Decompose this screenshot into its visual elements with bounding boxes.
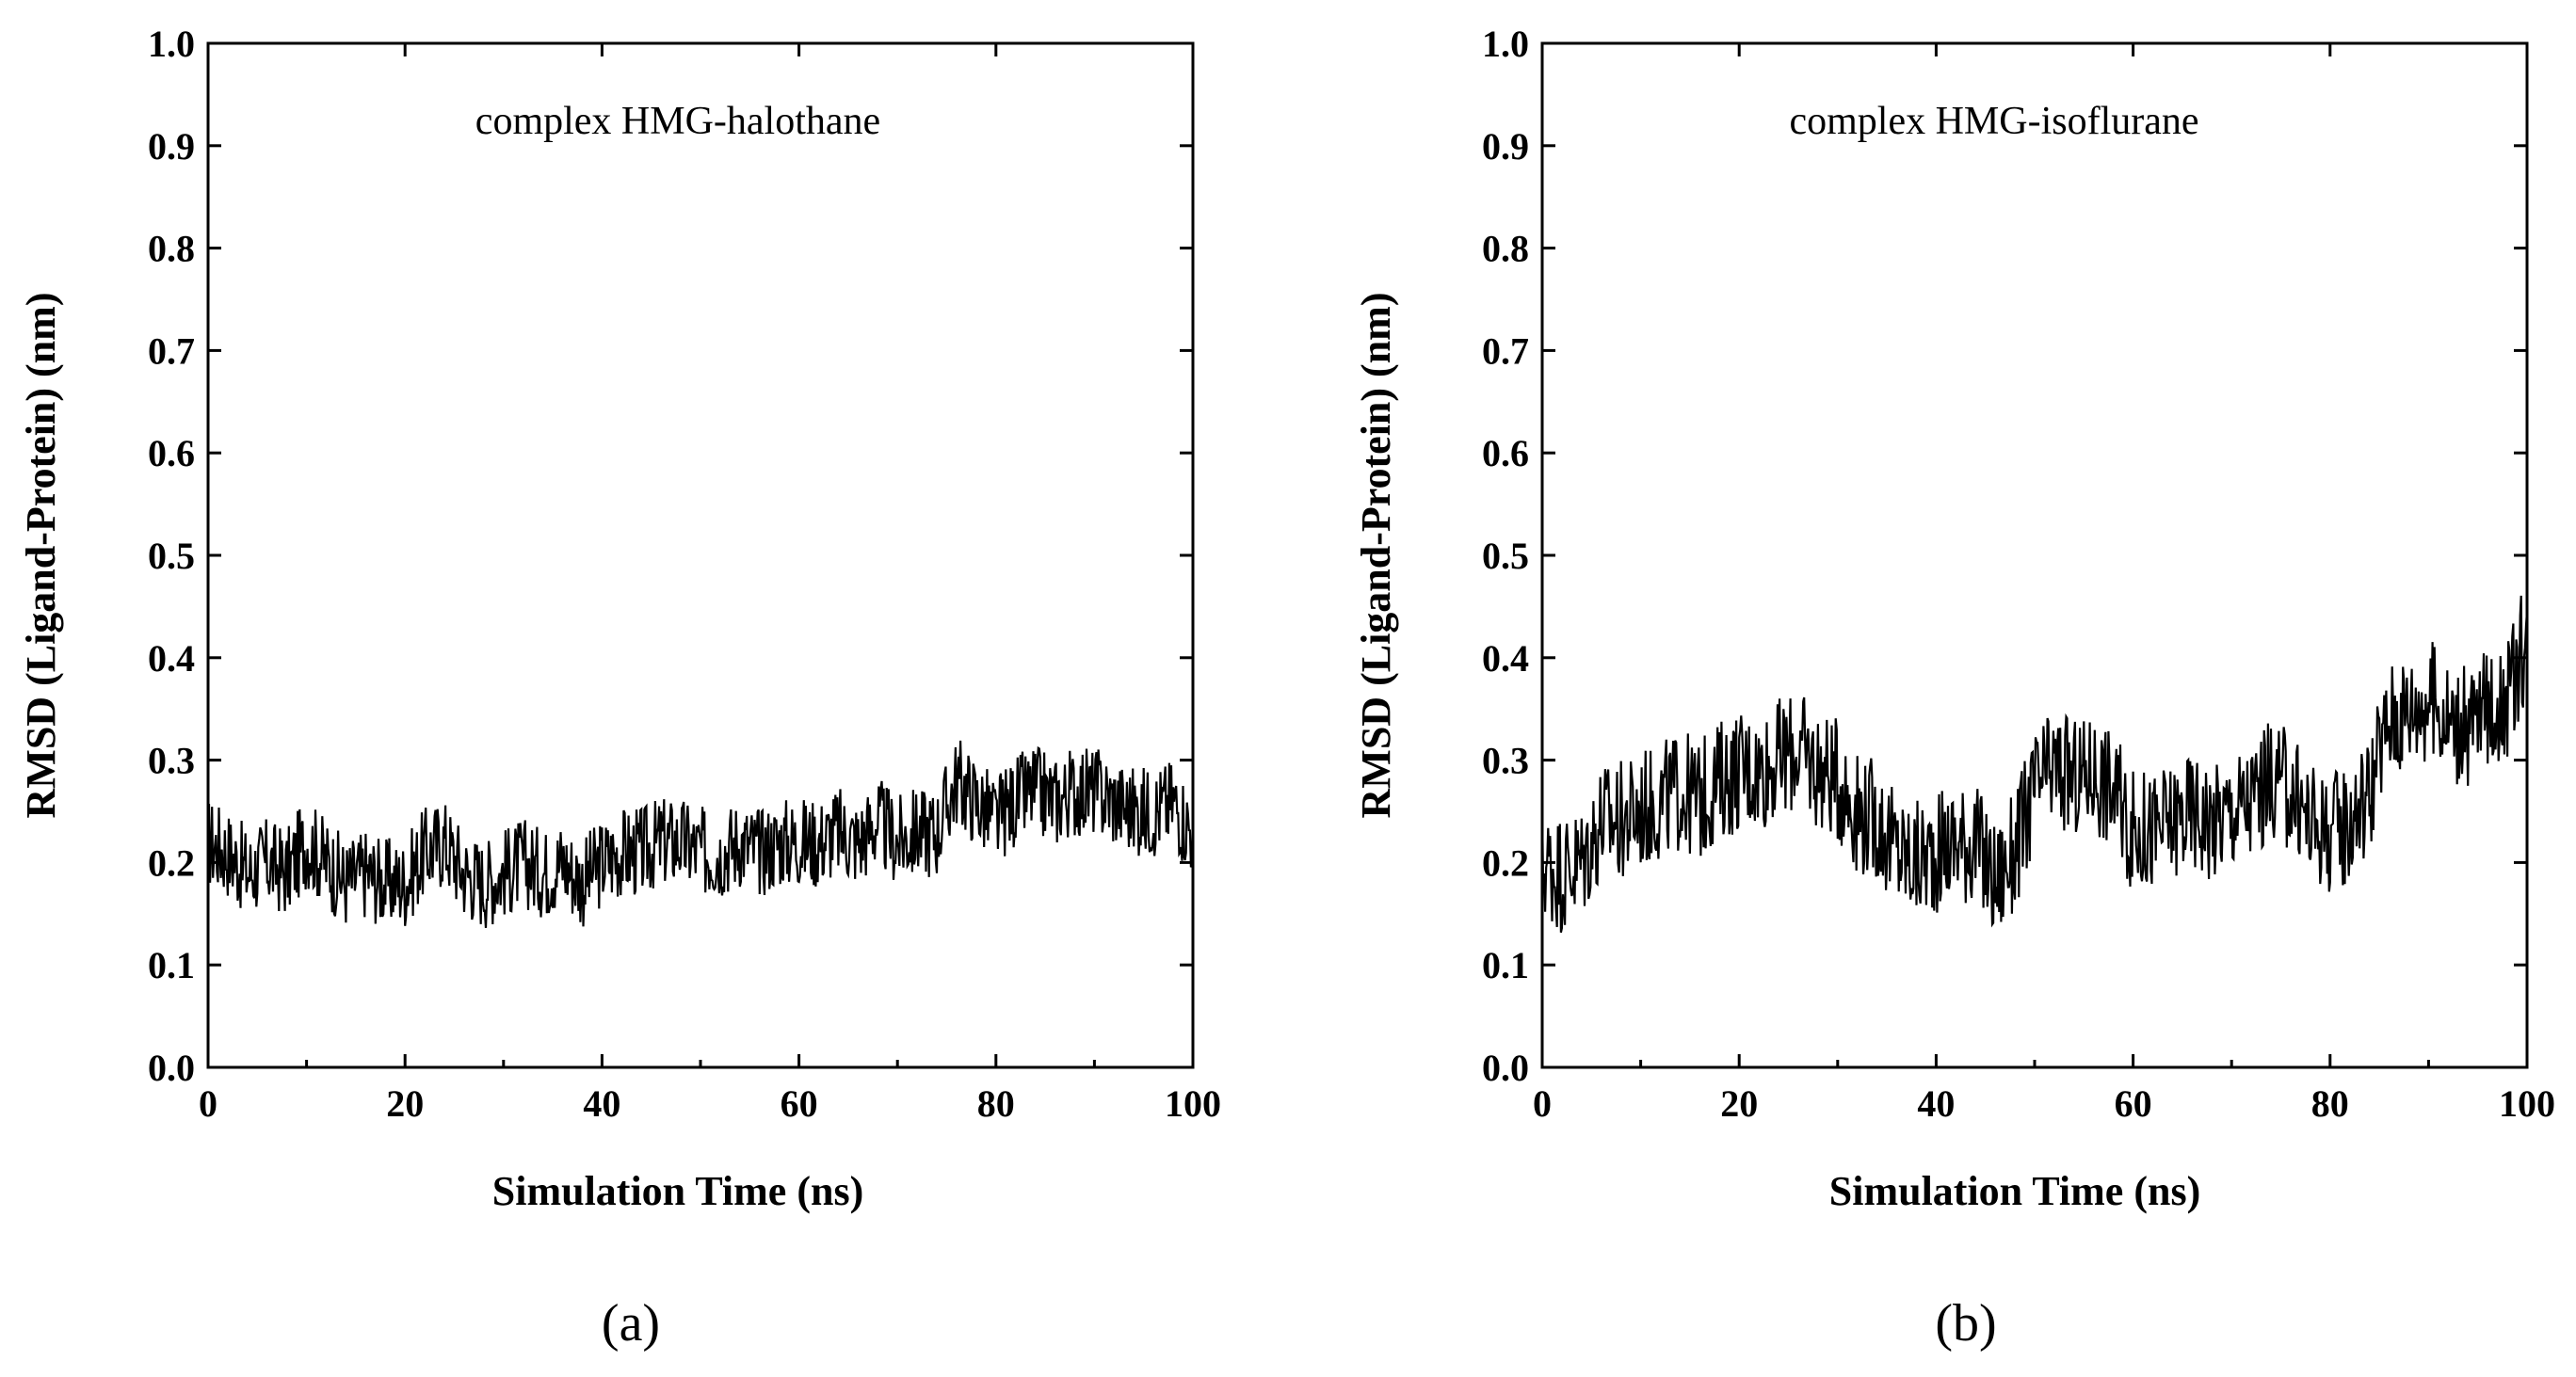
panel-b-y-tick-label: 0.1 [1482,944,1529,986]
panel-b-label: (b) [1935,1294,1996,1353]
panel-b-y-tick-label: 0.3 [1482,740,1529,782]
panel-b-x-tick-label: 20 [1720,1082,1758,1125]
panel-a-x-tick-label: 20 [386,1082,424,1125]
panel-a-x-tick-label: 0 [199,1082,217,1125]
panel-b-x-tick-label: 0 [1533,1082,1552,1125]
panel-b-y-axis-label: RMSD (Ligand-Protein) (nm) [1353,293,1399,819]
panel-b-ticks: 0.0 0.1 0.2 0.3 0.4 0.5 0.6 0.7 0.8 0.9 1.0 0 20 40 60… [1482,23,2555,1125]
panel-a-ticks: 0.0 0.1 0.2 0.3 0.4 0.5 0.6 0.7 0.8 0.9 1.0 0 20 40 60… [148,23,1221,1125]
panel-a-title: complex HMG-halothane [475,100,880,143]
panel-a-y-tick-label: 0.6 [148,432,195,474]
panel-b-y-tick-label: 0.4 [1482,637,1529,680]
panel-b-y-tick-label: 0.6 [1482,432,1529,474]
panel-a-y-tick-label: 0.3 [148,740,195,782]
panel-b-rmsd-line [1540,595,2529,934]
panel-a-y-tick-label: 0.9 [148,125,195,168]
panel-b-y-tick-label: 1.0 [1482,23,1529,65]
panel-b-x-tick-label: 80 [2311,1082,2349,1125]
panel-a-y-axis-label: RMSD (Ligand-Protein) (nm) [18,293,64,819]
panel-a-halothane: complex HMG-halothane RMSD (Ligand-Prote… [18,23,1221,1353]
panel-a-label: (a) [602,1294,660,1353]
panel-b-plot-frame [1540,41,2529,1069]
panel-a-y-tick-label: 0.4 [148,637,195,680]
panel-b-x-tick-label: 40 [1917,1082,1955,1125]
panel-a-x-axis-label: Simulation Time (ns) [492,1168,863,1214]
panel-b-isoflurane: complex HMG-isoflurane RMSD (Ligand-Prot… [1353,23,2555,1353]
panel-b-y-tick-label: 0.2 [1482,841,1529,884]
panel-b-y-tick-label: 0.0 [1482,1047,1529,1089]
panel-b-x-tick-label: 100 [2499,1082,2555,1125]
panel-a-x-tick-label: 40 [583,1082,620,1125]
panel-a-x-tick-label: 60 [781,1082,818,1125]
panel-a-y-tick-label: 0.7 [148,329,195,372]
panel-b-title: complex HMG-isoflurane [1789,100,2198,143]
panel-a-y-tick-label: 1.0 [148,23,195,65]
panel-b-y-tick-label: 0.8 [1482,228,1529,270]
panel-b-x-axis-label: Simulation Time (ns) [1829,1168,2200,1214]
panel-a-y-tick-label: 0.5 [148,535,195,577]
panel-b-x-tick-label: 60 [2115,1082,2152,1125]
panel-b-y-tick-label: 0.5 [1482,535,1529,577]
panel-b-y-tick-label: 0.7 [1482,329,1529,372]
panel-a-y-tick-label: 0.2 [148,841,195,884]
panel-a-y-tick-label: 0.8 [148,228,195,270]
panel-a-x-tick-label: 100 [1165,1082,1221,1125]
panel-b-y-tick-label: 0.9 [1482,125,1529,168]
panel-a-plot-frame [206,41,1195,1069]
panel-a-x-tick-label: 80 [977,1082,1015,1125]
panel-a-y-tick-label: 0.1 [148,944,195,986]
panel-a-rmsd-line [206,740,1195,928]
panel-a-y-tick-label: 0.0 [148,1047,195,1089]
